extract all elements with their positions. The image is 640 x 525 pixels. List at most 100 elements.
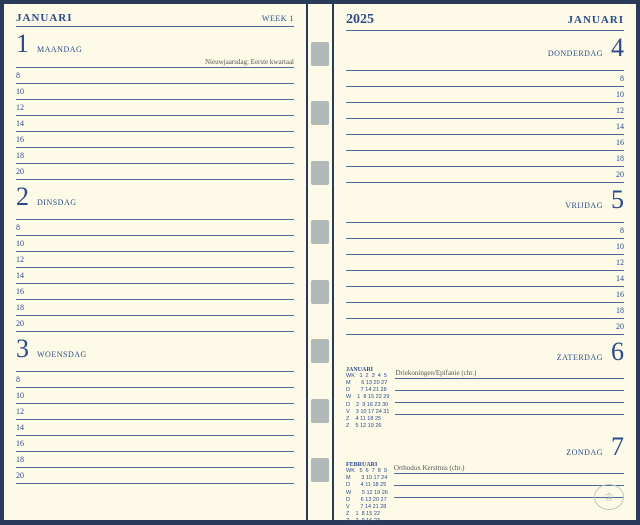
- hour-row[interactable]: 12: [16, 252, 294, 268]
- day-name: DINSDAG: [37, 198, 77, 207]
- hour-row[interactable]: 20: [346, 319, 624, 335]
- hour-row[interactable]: 10: [16, 236, 294, 252]
- day-sunday: ZONDAG 7 FEBRUARI WK 5 6 7 8 9 M 3 10 17…: [346, 432, 624, 525]
- hour-row[interactable]: 8: [346, 71, 624, 87]
- hour-label: 20: [16, 319, 30, 328]
- day-number: 4: [611, 35, 624, 61]
- hour-label: 14: [610, 122, 624, 131]
- hour-row[interactable]: 14: [346, 271, 624, 287]
- mini-calendar-jan: JANUARI WK 1 2 3 4 5 M 6 13 20 27 D 7 14…: [346, 367, 389, 430]
- hour-label: 18: [16, 303, 30, 312]
- hour-row[interactable]: 10: [16, 388, 294, 404]
- hour-row[interactable]: 12: [346, 255, 624, 271]
- hour-row[interactable]: 12: [346, 103, 624, 119]
- hour-row[interactable]: 14: [346, 119, 624, 135]
- note-line[interactable]: [394, 486, 624, 498]
- hour-row[interactable]: 18: [346, 303, 624, 319]
- hour-row[interactable]: 16: [16, 132, 294, 148]
- day-note: [16, 362, 294, 372]
- day-number: 2: [16, 184, 29, 210]
- hour-label: 20: [16, 471, 30, 480]
- hour-row[interactable]: 10: [346, 239, 624, 255]
- left-header: JANUARI WEEK 1: [16, 12, 294, 27]
- hour-label: 16: [610, 138, 624, 147]
- hour-label: 16: [610, 290, 624, 299]
- note-line[interactable]: [395, 403, 624, 415]
- binding-hole: [311, 339, 329, 363]
- hour-row[interactable]: 16: [16, 284, 294, 300]
- day-saturday: ZATERDAG 6 JANUARI WK 1 2 3 4 5 M 6 13 2…: [346, 337, 624, 430]
- left-page: JANUARI WEEK 1 1MAANDAGNieuwjaarsdag; Ee…: [4, 4, 306, 520]
- hour-label: 10: [610, 90, 624, 99]
- hour-row[interactable]: 20: [16, 468, 294, 484]
- day-name: ZONDAG: [566, 448, 603, 457]
- hour-label: 14: [16, 271, 30, 280]
- right-header: 2025 JANUARI: [346, 12, 624, 31]
- week-label: WEEK 1: [262, 14, 294, 23]
- hour-row[interactable]: 14: [16, 268, 294, 284]
- hour-row[interactable]: 8: [16, 68, 294, 84]
- hour-row[interactable]: 16: [16, 436, 294, 452]
- hour-label: 8: [610, 226, 624, 235]
- hour-label: 12: [16, 407, 30, 416]
- hour-row[interactable]: 18: [16, 452, 294, 468]
- hour-label: 18: [16, 455, 30, 464]
- hour-row[interactable]: 10: [346, 87, 624, 103]
- hour-row[interactable]: 20: [346, 167, 624, 183]
- year-label: 2025: [346, 12, 374, 28]
- hour-row[interactable]: 14: [16, 116, 294, 132]
- hour-row[interactable]: 12: [16, 100, 294, 116]
- hour-label: 10: [16, 87, 30, 96]
- hour-label: 8: [610, 74, 624, 83]
- hour-row[interactable]: 20: [16, 316, 294, 332]
- hour-row[interactable]: 16: [346, 287, 624, 303]
- hour-label: 14: [16, 119, 30, 128]
- note-line[interactable]: [395, 391, 624, 403]
- day-block: 2 DINSDAG 8 10 12 14 16 18 20: [16, 182, 294, 332]
- day-number: 6: [611, 339, 624, 365]
- note-line[interactable]: [395, 379, 624, 391]
- hour-label: 10: [16, 239, 30, 248]
- binding-hole: [311, 280, 329, 304]
- hour-row[interactable]: 20: [16, 164, 294, 180]
- hour-row[interactable]: 10: [16, 84, 294, 100]
- month-label: JANUARI: [16, 12, 73, 24]
- mini-calendar-feb: FEBRUARI WK 5 6 7 8 9 M 3 10 17 24 D 4 1…: [346, 462, 388, 525]
- hour-label: 14: [610, 274, 624, 283]
- hour-label: 10: [610, 242, 624, 251]
- hour-label: 16: [16, 287, 30, 296]
- hour-label: 12: [16, 103, 30, 112]
- day-number: 7: [611, 434, 624, 460]
- binding-hole: [311, 101, 329, 125]
- hour-row[interactable]: 18: [346, 151, 624, 167]
- hour-label: 12: [16, 255, 30, 264]
- hour-label: 14: [16, 423, 30, 432]
- hour-label: 20: [610, 170, 624, 179]
- day-note: [16, 210, 294, 220]
- hour-row[interactable]: 12: [16, 404, 294, 420]
- day-name: ZATERDAG: [557, 353, 603, 362]
- hour-row[interactable]: 16: [346, 135, 624, 151]
- holiday-note: Driekoningen/Epifanie (chr.): [395, 367, 624, 379]
- hour-row[interactable]: 18: [16, 300, 294, 316]
- crown-logo-icon: ♔: [594, 484, 624, 510]
- hour-row[interactable]: 8: [16, 220, 294, 236]
- binding-hole: [311, 458, 329, 482]
- day-number: 5: [611, 187, 624, 213]
- hour-row[interactable]: 8: [16, 372, 294, 388]
- day-number: 3: [16, 336, 29, 362]
- day-note: [346, 61, 624, 71]
- hour-label: 8: [16, 223, 30, 232]
- hour-row[interactable]: 18: [16, 148, 294, 164]
- hour-label: 18: [610, 154, 624, 163]
- day-note: [346, 213, 624, 223]
- hour-row[interactable]: 8: [346, 223, 624, 239]
- hour-row[interactable]: 14: [16, 420, 294, 436]
- binding-hole: [311, 42, 329, 66]
- right-page: 2025 JANUARI DONDERDAG48101214161820VRIJ…: [334, 4, 636, 520]
- hour-label: 20: [610, 322, 624, 331]
- hour-label: 12: [610, 258, 624, 267]
- day-name: WOENSDAG: [37, 350, 87, 359]
- note-line[interactable]: [394, 474, 624, 486]
- day-name: MAANDAG: [37, 45, 82, 54]
